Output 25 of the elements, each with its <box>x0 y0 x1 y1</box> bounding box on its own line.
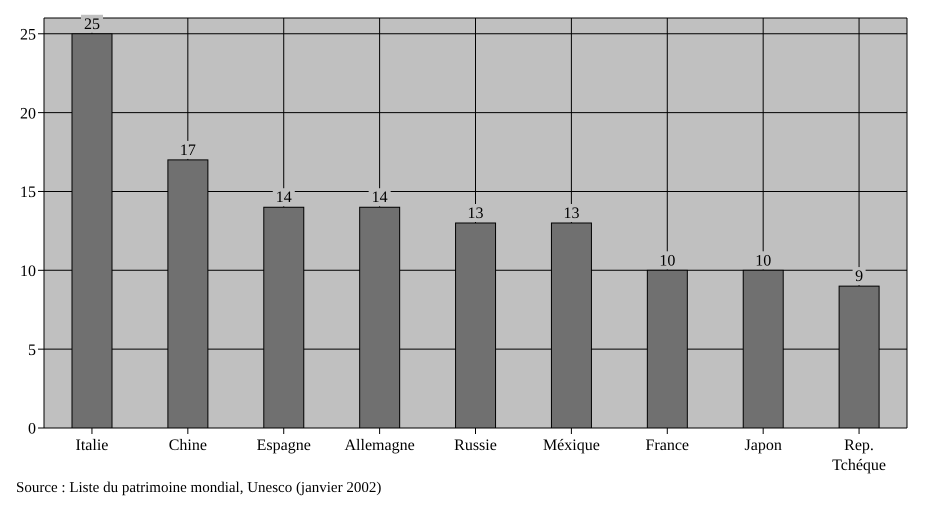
data-label: 10 <box>755 252 772 270</box>
data-label: 14 <box>372 189 388 206</box>
x-tick-label: Russie <box>454 437 497 454</box>
data-label: 10 <box>659 252 676 270</box>
data-label: 25 <box>84 16 100 33</box>
x-tick-label: Allemagne <box>344 437 415 454</box>
x-tick-label: Rep. Tchéque <box>832 437 886 474</box>
x-tick-label: Chine <box>168 437 207 454</box>
source-note: Source : Liste du patrimoine mondial, Unesco (janvier 2002) <box>16 480 382 497</box>
data-label: 9 <box>855 268 864 286</box>
x-tick-label: Espagne <box>256 437 311 454</box>
y-tick-label: 25 <box>20 26 36 44</box>
data-label: 13 <box>468 205 484 222</box>
data-label: 17 <box>180 142 196 159</box>
data-label: 13 <box>563 205 580 222</box>
x-tick-label: Méxique <box>542 437 600 454</box>
x-tick-label: France <box>646 437 690 454</box>
x-tick-label: Italie <box>76 437 108 454</box>
y-tick-label: 5 <box>28 342 36 359</box>
y-tick-label: 15 <box>20 184 36 202</box>
y-tick-label: 10 <box>20 262 36 280</box>
x-tick-label: Japon <box>744 437 782 454</box>
y-tick-label: 0 <box>28 420 36 438</box>
y-tick-label: 20 <box>20 105 36 122</box>
data-label: 14 <box>276 189 292 206</box>
